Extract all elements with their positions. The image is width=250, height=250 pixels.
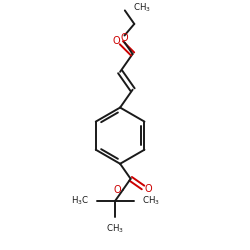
Text: O: O: [112, 36, 120, 46]
Text: O: O: [121, 33, 128, 43]
Text: CH$_3$: CH$_3$: [106, 223, 124, 235]
Text: H$_3$C: H$_3$C: [71, 194, 90, 207]
Text: CH$_3$: CH$_3$: [134, 1, 151, 14]
Text: O: O: [144, 184, 152, 194]
Text: O: O: [114, 185, 121, 195]
Text: CH$_3$: CH$_3$: [142, 194, 160, 207]
